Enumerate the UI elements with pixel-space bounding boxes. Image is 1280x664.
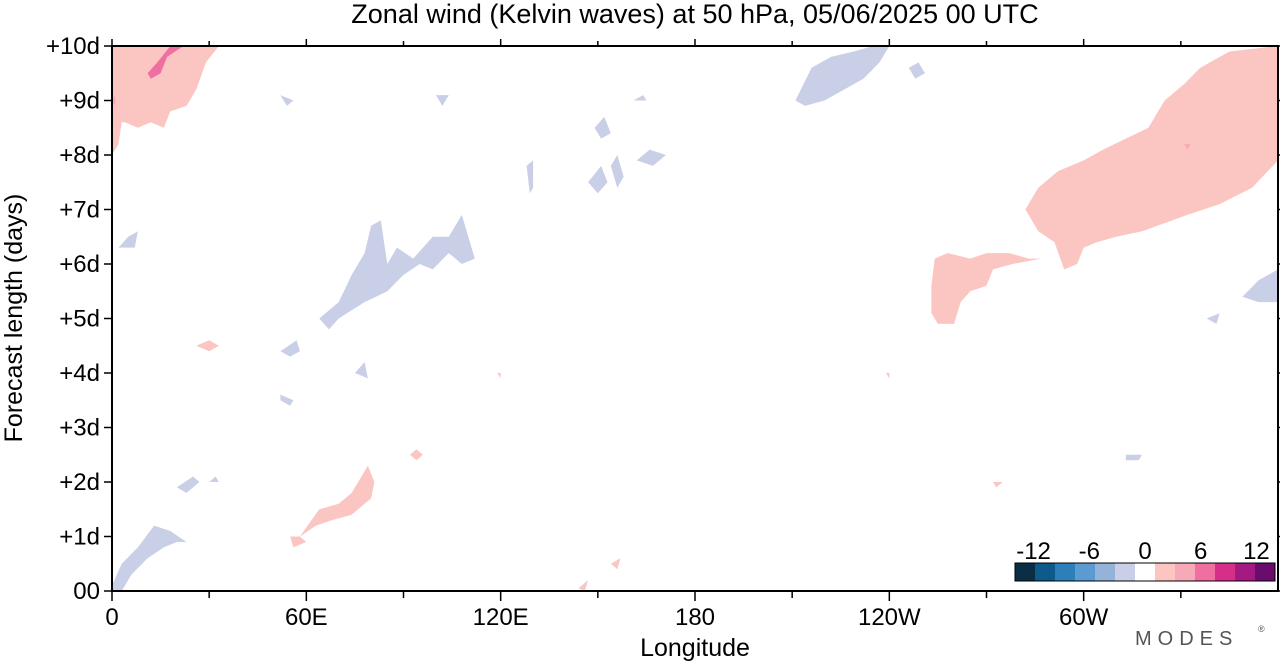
- easterly-anomaly-region-26: [594, 116, 611, 139]
- westerly-anomaly-region-7: [299, 465, 375, 537]
- westerly-anomaly-region-0: [112, 46, 219, 155]
- y-tick-label: +10d: [46, 33, 100, 60]
- westerly-anomaly-region-4: [931, 253, 1042, 324]
- easterly-anomaly-region-23: [280, 95, 294, 106]
- plot-frame: [111, 45, 1279, 592]
- easterly-anomaly-region-29: [636, 149, 666, 166]
- y-tick-label: +4d: [59, 360, 100, 387]
- easterly-anomaly-region-18: [280, 340, 300, 357]
- colorbar-swatch-12: [1255, 563, 1275, 581]
- colorbar-swatch-9: [1195, 563, 1215, 581]
- westerly-anomaly-region-9: [290, 536, 307, 548]
- easterly-anomaly-region-27: [588, 165, 608, 194]
- modes-logo-mark: ®: [1258, 624, 1265, 634]
- westerly-anomaly-region-2: [112, 95, 116, 106]
- colorbar-swatch-10: [1215, 563, 1235, 581]
- y-axis-label: Forecast length (days): [0, 194, 28, 443]
- modes-logo: MODES: [1135, 628, 1238, 650]
- chart-title: Zonal wind (Kelvin waves) at 50 hPa, 05/…: [351, 0, 1038, 29]
- colorbar-swatch-11: [1235, 563, 1255, 581]
- westerly-anomaly-region-11: [610, 558, 621, 570]
- x-tick-label: 120W: [858, 604, 921, 631]
- x-axis-label: Longitude: [640, 634, 750, 662]
- colorbar-swatch-3: [1075, 563, 1095, 581]
- easterly-anomaly-region-32: [908, 62, 925, 79]
- colorbar-swatch-6: [1135, 563, 1155, 581]
- colorbar-tick-label: 6: [1194, 538, 1207, 565]
- westerly-anomaly-region-3: [1025, 46, 1278, 270]
- colorbar-frame: [1014, 562, 1276, 582]
- x-tick-label: 60W: [1059, 604, 1109, 631]
- y-tick-label: +1d: [59, 524, 100, 551]
- colorbar-swatch-8: [1175, 563, 1195, 581]
- westerly-anomaly-region-10: [578, 580, 589, 591]
- colorbar-swatch-1: [1035, 563, 1055, 581]
- easterly-anomaly-region-17: [118, 231, 138, 248]
- colorbar: -12 -6 0 6 12: [1014, 538, 1276, 582]
- easterly-anomaly-region-33: [1242, 269, 1278, 303]
- westerly-anomaly-region-13: [886, 373, 890, 379]
- colorbar-tick-label: -6: [1079, 538, 1100, 565]
- colorbar-tick-label: 0: [1138, 538, 1151, 565]
- contour-regions: [112, 46, 1278, 591]
- y-tick-label: +7d: [59, 197, 100, 224]
- y-tick-label: +6d: [59, 251, 100, 278]
- colorbar-tick-label: -12: [1016, 538, 1051, 565]
- westerly-anomaly-region-12: [497, 373, 501, 379]
- easterly-anomaly-region-35: [1125, 454, 1142, 461]
- easterly-anomaly-region-34: [1206, 313, 1220, 324]
- easterly-anomaly-region-22: [354, 362, 368, 379]
- westerly-anomaly-region-5: [1184, 144, 1191, 150]
- y-tick-label: +5d: [59, 306, 100, 333]
- colorbar-swatch-0: [1015, 563, 1035, 581]
- x-tick-label: 60E: [285, 604, 328, 631]
- easterly-anomaly-region-19: [280, 394, 294, 406]
- easterly-anomaly-region-16: [319, 214, 475, 330]
- x-tick-label: 180: [675, 604, 715, 631]
- easterly-anomaly-region-15: [112, 525, 187, 591]
- westerly-anomaly-region-8: [410, 449, 423, 461]
- x-tick-label: 0: [105, 604, 118, 631]
- colorbar-swatch-7: [1155, 563, 1175, 581]
- easterly-anomaly-region-20: [176, 476, 200, 493]
- y-tick-label: +9d: [59, 88, 100, 115]
- y-tick-label: 00: [73, 578, 100, 605]
- easterly-anomaly-region-28: [610, 155, 624, 188]
- x-tick-label: 120E: [473, 604, 529, 631]
- westerly-anomaly-region-14: [993, 482, 1003, 488]
- colorbar-swatch-5: [1115, 563, 1135, 581]
- colorbar-swatch-4: [1095, 563, 1115, 581]
- westerly-anomaly-region-6: [196, 340, 219, 352]
- colorbar-swatch-2: [1055, 563, 1075, 581]
- y-tick-label: +2d: [59, 469, 100, 496]
- y-axis-ticks: 00 +1d +2d +3d +4d +5d +6d +7d +8d +9d +10d: [46, 33, 1280, 605]
- westerly-anomaly-region-1: [147, 46, 184, 79]
- easterly-anomaly-region-30: [633, 95, 647, 101]
- colorbar-tick-label: 12: [1243, 538, 1270, 565]
- y-tick-label: +3d: [59, 415, 100, 442]
- y-tick-label: +8d: [59, 142, 100, 169]
- easterly-anomaly-region-25: [526, 160, 534, 194]
- easterly-anomaly-region-24: [435, 95, 449, 106]
- x-axis-ticks: 0 60E 120E 180 120W 60W: [105, 39, 1182, 631]
- easterly-anomaly-region-21: [209, 476, 219, 482]
- easterly-anomaly-region-31: [795, 46, 890, 106]
